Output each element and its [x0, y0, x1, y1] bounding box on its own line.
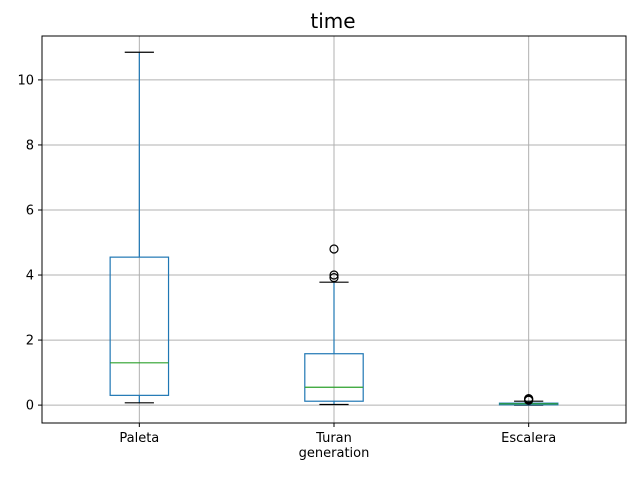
y-tick-label: 2 [26, 334, 34, 349]
x-tick-label: Escalera [501, 431, 556, 446]
chart-title: time [310, 9, 355, 33]
iqr-box [304, 353, 364, 402]
box-group [304, 244, 364, 406]
grid [42, 36, 626, 423]
outlier-point [524, 394, 534, 404]
outlier-point [329, 270, 339, 280]
box-group [109, 51, 170, 404]
outlier-point [329, 244, 339, 254]
axes: 0 2 4 6 8 10 Paleta Turan generation Escalera [17, 35, 627, 461]
y-tick-label: 10 [17, 73, 34, 88]
box-group [498, 394, 559, 406]
y-tick-label: 0 [26, 399, 34, 414]
plot-frame [41, 35, 627, 424]
y-tick-label: 4 [26, 269, 34, 284]
x-tick-label: Turan generation [299, 431, 370, 461]
y-tick-label: 8 [26, 138, 34, 153]
boxes [109, 51, 559, 406]
y-tick-label: 6 [26, 203, 34, 218]
x-tick-label: Paleta [119, 431, 159, 446]
iqr-box [109, 256, 170, 396]
outlier-point [329, 273, 339, 283]
